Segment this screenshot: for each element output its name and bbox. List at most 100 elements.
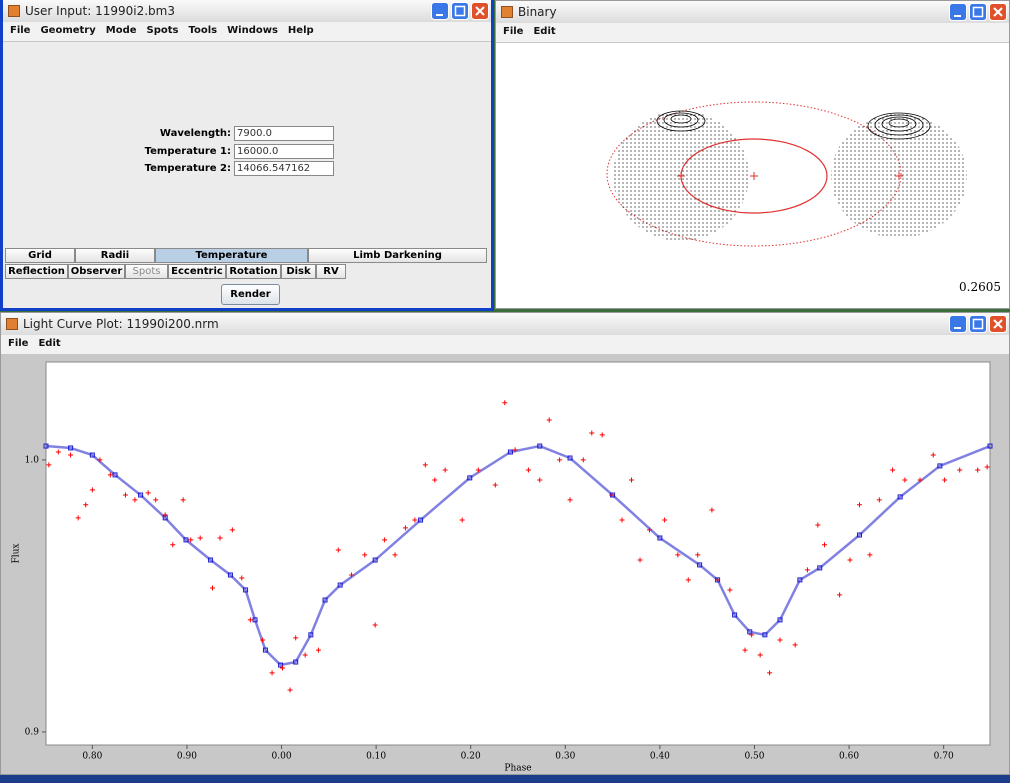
maximize-button[interactable] [969, 3, 987, 21]
user-input-window: User Input: 11990i2.bm3 File Geometry Mode… [0, 0, 494, 311]
observed-point [715, 577, 721, 583]
tab[interactable]: Reflection [5, 264, 68, 279]
menu-item[interactable]: Mode [105, 25, 137, 36]
model-point [897, 494, 903, 500]
model-point [697, 562, 703, 568]
text-field[interactable]: 14066.547162 [234, 161, 334, 176]
model-point [657, 535, 663, 541]
observed-point [279, 665, 285, 671]
model-point [777, 617, 783, 623]
model-point [747, 629, 753, 635]
observed-point [247, 617, 253, 623]
close-button[interactable] [989, 3, 1007, 21]
observed-point [975, 467, 981, 473]
menu-item[interactable]: Help [287, 25, 314, 36]
observed-point [502, 400, 508, 406]
model-point [937, 463, 943, 469]
menu-item[interactable]: Edit [38, 338, 61, 349]
center-marks [677, 172, 903, 180]
observed-point [767, 670, 773, 676]
menu-item[interactable]: Spots [146, 25, 179, 36]
observed-point [362, 552, 368, 558]
observed-point [537, 477, 543, 483]
plot-area [45, 361, 991, 746]
tab[interactable]: Disk [281, 264, 316, 279]
model-point [308, 632, 314, 638]
minimize-button[interactable] [949, 3, 967, 21]
observed-point [239, 575, 245, 581]
model-point [243, 587, 249, 593]
observed-point [629, 477, 635, 483]
tab[interactable]: Eccentric [168, 264, 226, 279]
menu-item[interactable]: Geometry [40, 25, 96, 36]
observed-point [957, 467, 963, 473]
observed-point [917, 477, 923, 483]
observed-point [442, 467, 448, 473]
model-point [183, 537, 189, 543]
observed-point [315, 647, 321, 653]
x-tick-label: 0.00 [272, 752, 292, 762]
model-point [856, 532, 862, 538]
observed-point [837, 592, 843, 598]
observed-point [847, 557, 853, 563]
menu-item[interactable]: File [10, 25, 31, 36]
observed-point [132, 497, 138, 503]
observed-point [422, 462, 428, 468]
text-field[interactable]: 16000.0 [234, 144, 334, 159]
observed-point [162, 512, 168, 518]
observed-point [695, 552, 701, 558]
tab[interactable]: Temperature [155, 248, 308, 263]
menu-item[interactable]: Edit [533, 26, 556, 37]
render-button[interactable]: Render [221, 284, 280, 305]
x-tick-label: 0.70 [934, 752, 954, 762]
minimize-button[interactable] [949, 315, 967, 333]
observed-point [402, 525, 408, 531]
observed-point [856, 502, 862, 508]
observed-point [984, 464, 990, 470]
tab[interactable]: Observer [68, 264, 125, 279]
observed-point [589, 430, 595, 436]
observed-point [685, 577, 691, 583]
observed-point [432, 477, 438, 483]
close-button[interactable] [471, 2, 489, 20]
tab[interactable]: RV [316, 264, 346, 279]
text-field[interactable]: 7900.0 [234, 126, 334, 141]
tab[interactable]: Grid [5, 248, 75, 263]
model-point [467, 475, 473, 481]
maximize-button[interactable] [969, 315, 987, 333]
window-buttons [431, 2, 489, 20]
menu-item[interactable]: File [503, 26, 524, 37]
model-point [252, 617, 258, 623]
model-point [337, 582, 343, 588]
observed-point [792, 642, 798, 648]
x-tick-label: 0.30 [555, 752, 575, 762]
menu-item[interactable]: File [8, 338, 29, 349]
model-point [732, 612, 738, 618]
menu-bar: File Geometry Mode Spots Tools Windows Help [3, 22, 491, 42]
observed-point [335, 547, 341, 553]
tab[interactable]: Rotation [226, 264, 281, 279]
observed-point [619, 517, 625, 523]
observed-point [302, 652, 308, 658]
tab[interactable]: Radii [75, 248, 155, 263]
observed-point [153, 497, 159, 503]
observed-point [557, 457, 563, 463]
observed-point [459, 517, 465, 523]
maximize-button[interactable] [451, 2, 469, 20]
minimize-button[interactable] [431, 2, 449, 20]
observed-point [525, 467, 531, 473]
y-tick-label: 1.0 [25, 455, 40, 465]
menu-item[interactable]: Windows [227, 25, 278, 36]
window-buttons [949, 3, 1007, 21]
menu-item[interactable]: Tools [188, 25, 218, 36]
model-point [797, 577, 803, 583]
observed-point [97, 457, 103, 463]
tab[interactable]: Spots [125, 264, 168, 279]
model-point [112, 472, 118, 478]
tab[interactable]: Limb Darkening [308, 248, 487, 263]
observed-point [567, 497, 573, 503]
observed-point [867, 552, 873, 558]
observed-point [876, 497, 882, 503]
close-button[interactable] [989, 315, 1007, 333]
